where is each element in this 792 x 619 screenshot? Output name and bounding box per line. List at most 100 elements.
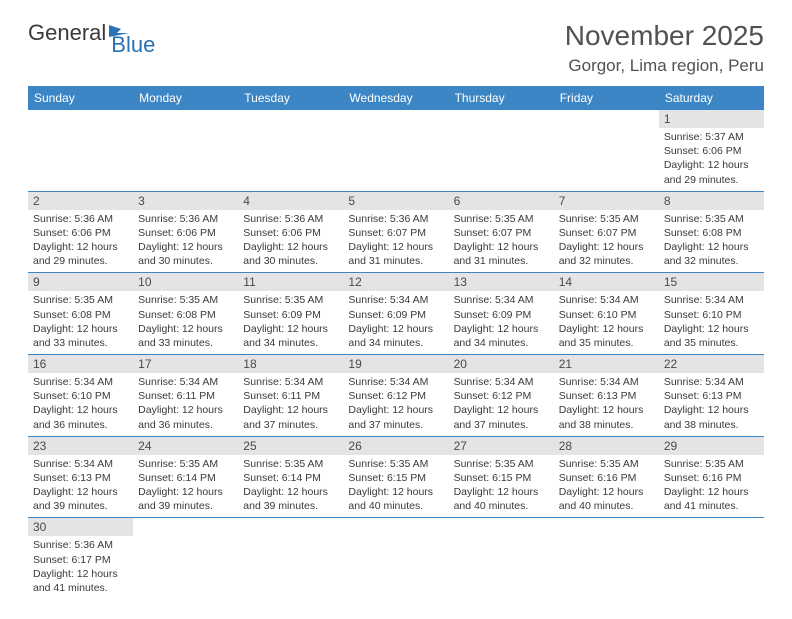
sunset-text: Sunset: 6:16 PM — [559, 471, 654, 485]
day-body: Sunrise: 5:35 AMSunset: 6:16 PMDaylight:… — [659, 455, 764, 518]
day-number: 5 — [343, 192, 448, 210]
day-number: 19 — [343, 355, 448, 373]
daylight-text: Daylight: 12 hours and 32 minutes. — [559, 240, 654, 268]
day-number: 13 — [449, 273, 554, 291]
sunrise-text: Sunrise: 5:34 AM — [348, 375, 443, 389]
calendar-row: 16Sunrise: 5:34 AMSunset: 6:10 PMDayligh… — [28, 355, 764, 437]
calendar-cell: 6Sunrise: 5:35 AMSunset: 6:07 PMDaylight… — [449, 191, 554, 273]
day-number: 4 — [238, 192, 343, 210]
day-body: Sunrise: 5:34 AMSunset: 6:12 PMDaylight:… — [449, 373, 554, 436]
day-number: 24 — [133, 437, 238, 455]
daylight-text: Daylight: 12 hours and 30 minutes. — [138, 240, 233, 268]
day-number: 12 — [343, 273, 448, 291]
sunset-text: Sunset: 6:13 PM — [559, 389, 654, 403]
weekday-header: Wednesday — [343, 86, 448, 110]
day-body: Sunrise: 5:35 AMSunset: 6:08 PMDaylight:… — [659, 210, 764, 273]
sunset-text: Sunset: 6:17 PM — [33, 553, 128, 567]
day-body: Sunrise: 5:36 AMSunset: 6:06 PMDaylight:… — [238, 210, 343, 273]
daylight-text: Daylight: 12 hours and 35 minutes. — [664, 322, 759, 350]
day-body: Sunrise: 5:35 AMSunset: 6:07 PMDaylight:… — [449, 210, 554, 273]
header: General Blue November 2025 Gorgor, Lima … — [28, 20, 764, 76]
daylight-text: Daylight: 12 hours and 34 minutes. — [243, 322, 338, 350]
day-number: 8 — [659, 192, 764, 210]
daylight-text: Daylight: 12 hours and 39 minutes. — [243, 485, 338, 513]
sunset-text: Sunset: 6:07 PM — [348, 226, 443, 240]
daylight-text: Daylight: 12 hours and 40 minutes. — [454, 485, 549, 513]
sunset-text: Sunset: 6:07 PM — [454, 226, 549, 240]
calendar-cell: 7Sunrise: 5:35 AMSunset: 6:07 PMDaylight… — [554, 191, 659, 273]
sunrise-text: Sunrise: 5:34 AM — [559, 293, 654, 307]
calendar-cell: .. — [343, 110, 448, 191]
sunset-text: Sunset: 6:09 PM — [454, 308, 549, 322]
calendar-cell: 4Sunrise: 5:36 AMSunset: 6:06 PMDaylight… — [238, 191, 343, 273]
daylight-text: Daylight: 12 hours and 33 minutes. — [138, 322, 233, 350]
calendar-cell: 30Sunrise: 5:36 AMSunset: 6:17 PMDayligh… — [28, 518, 133, 599]
day-number: 15 — [659, 273, 764, 291]
sunset-text: Sunset: 6:10 PM — [559, 308, 654, 322]
sunrise-text: Sunrise: 5:34 AM — [664, 375, 759, 389]
daylight-text: Daylight: 12 hours and 39 minutes. — [33, 485, 128, 513]
location-subtitle: Gorgor, Lima region, Peru — [565, 56, 764, 76]
calendar-cell: 24Sunrise: 5:35 AMSunset: 6:14 PMDayligh… — [133, 436, 238, 518]
calendar-cell: 27Sunrise: 5:35 AMSunset: 6:15 PMDayligh… — [449, 436, 554, 518]
weekday-header-row: Sunday Monday Tuesday Wednesday Thursday… — [28, 86, 764, 110]
day-body: Sunrise: 5:35 AMSunset: 6:15 PMDaylight:… — [449, 455, 554, 518]
calendar-cell: 20Sunrise: 5:34 AMSunset: 6:12 PMDayligh… — [449, 355, 554, 437]
day-body: Sunrise: 5:35 AMSunset: 6:07 PMDaylight:… — [554, 210, 659, 273]
sunset-text: Sunset: 6:14 PM — [138, 471, 233, 485]
sunset-text: Sunset: 6:08 PM — [33, 308, 128, 322]
day-number: 27 — [449, 437, 554, 455]
calendar-cell: 5Sunrise: 5:36 AMSunset: 6:07 PMDaylight… — [343, 191, 448, 273]
daylight-text: Daylight: 12 hours and 34 minutes. — [348, 322, 443, 350]
day-number: 25 — [238, 437, 343, 455]
sunset-text: Sunset: 6:07 PM — [559, 226, 654, 240]
calendar-cell: 17Sunrise: 5:34 AMSunset: 6:11 PMDayligh… — [133, 355, 238, 437]
sunrise-text: Sunrise: 5:36 AM — [33, 212, 128, 226]
calendar-cell: 26Sunrise: 5:35 AMSunset: 6:15 PMDayligh… — [343, 436, 448, 518]
sunset-text: Sunset: 6:10 PM — [33, 389, 128, 403]
sunrise-text: Sunrise: 5:34 AM — [138, 375, 233, 389]
sunrise-text: Sunrise: 5:37 AM — [664, 130, 759, 144]
calendar-cell: 3Sunrise: 5:36 AMSunset: 6:06 PMDaylight… — [133, 191, 238, 273]
sunrise-text: Sunrise: 5:34 AM — [664, 293, 759, 307]
daylight-text: Daylight: 12 hours and 29 minutes. — [33, 240, 128, 268]
day-body: Sunrise: 5:34 AMSunset: 6:13 PMDaylight:… — [554, 373, 659, 436]
calendar-cell: 18Sunrise: 5:34 AMSunset: 6:11 PMDayligh… — [238, 355, 343, 437]
weekday-header: Saturday — [659, 86, 764, 110]
sunset-text: Sunset: 6:12 PM — [348, 389, 443, 403]
sunrise-text: Sunrise: 5:35 AM — [243, 457, 338, 471]
day-number: 30 — [28, 518, 133, 536]
calendar-cell: .. — [28, 110, 133, 191]
day-number: 28 — [554, 437, 659, 455]
daylight-text: Daylight: 12 hours and 36 minutes. — [33, 403, 128, 431]
logo: General Blue — [28, 20, 157, 46]
weekday-header: Sunday — [28, 86, 133, 110]
sunset-text: Sunset: 6:15 PM — [454, 471, 549, 485]
sunrise-text: Sunrise: 5:34 AM — [243, 375, 338, 389]
sunset-text: Sunset: 6:13 PM — [664, 389, 759, 403]
daylight-text: Daylight: 12 hours and 38 minutes. — [664, 403, 759, 431]
calendar-cell: 2Sunrise: 5:36 AMSunset: 6:06 PMDaylight… — [28, 191, 133, 273]
calendar-cell: 19Sunrise: 5:34 AMSunset: 6:12 PMDayligh… — [343, 355, 448, 437]
day-number: 7 — [554, 192, 659, 210]
day-body: Sunrise: 5:34 AMSunset: 6:09 PMDaylight:… — [343, 291, 448, 354]
calendar-cell: 12Sunrise: 5:34 AMSunset: 6:09 PMDayligh… — [343, 273, 448, 355]
daylight-text: Daylight: 12 hours and 33 minutes. — [33, 322, 128, 350]
sunset-text: Sunset: 6:11 PM — [138, 389, 233, 403]
sunrise-text: Sunrise: 5:35 AM — [138, 457, 233, 471]
sunset-text: Sunset: 6:16 PM — [664, 471, 759, 485]
day-number: 16 — [28, 355, 133, 373]
sunrise-text: Sunrise: 5:34 AM — [559, 375, 654, 389]
sunset-text: Sunset: 6:09 PM — [243, 308, 338, 322]
day-number: 3 — [133, 192, 238, 210]
daylight-text: Daylight: 12 hours and 40 minutes. — [348, 485, 443, 513]
sunset-text: Sunset: 6:12 PM — [454, 389, 549, 403]
calendar-cell: 14Sunrise: 5:34 AMSunset: 6:10 PMDayligh… — [554, 273, 659, 355]
day-number: 21 — [554, 355, 659, 373]
day-number: 23 — [28, 437, 133, 455]
weekday-header: Friday — [554, 86, 659, 110]
calendar-cell: .. — [133, 110, 238, 191]
day-body: Sunrise: 5:35 AMSunset: 6:14 PMDaylight:… — [133, 455, 238, 518]
day-number: 22 — [659, 355, 764, 373]
calendar-cell: 15Sunrise: 5:34 AMSunset: 6:10 PMDayligh… — [659, 273, 764, 355]
